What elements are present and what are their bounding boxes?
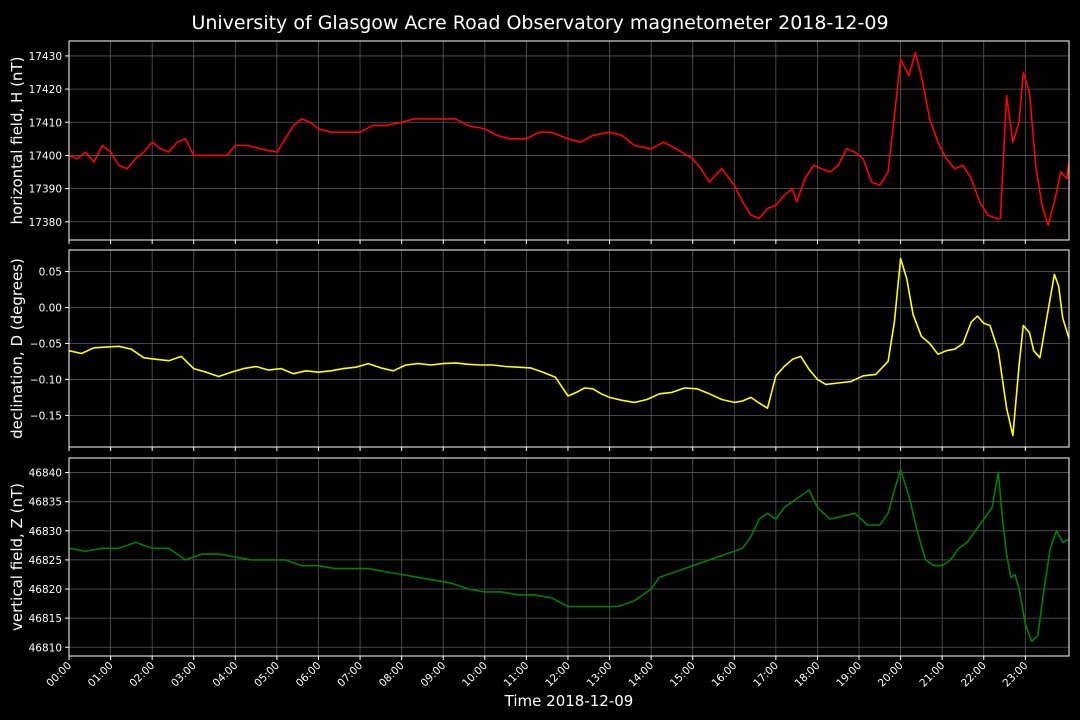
- y-tick-label: 17410: [29, 117, 62, 129]
- x-tick-label: 15:00: [668, 660, 698, 690]
- x-tick-label: 22:00: [959, 660, 989, 690]
- x-tick-label: 12:00: [543, 660, 573, 690]
- x-tick-label: 13:00: [585, 660, 615, 690]
- x-tick-label: 05:00: [252, 660, 282, 690]
- x-tick-label: 11:00: [502, 660, 532, 690]
- plot-area: [69, 41, 1069, 240]
- y-tick-label: 17400: [29, 150, 62, 162]
- x-tick-label: 17:00: [751, 660, 781, 690]
- y-tick-label: 46825: [29, 555, 62, 567]
- x-tick-label: 04:00: [211, 660, 241, 690]
- x-tick-label: 23:00: [1001, 660, 1031, 690]
- chart-title: University of Glasgow Acre Road Observat…: [191, 12, 888, 34]
- y-axis-label: vertical field, Z (nT): [8, 483, 26, 631]
- y-tick-label: 46820: [29, 584, 62, 596]
- plot-frame: [68, 249, 1070, 448]
- x-tick-label: 21:00: [917, 660, 947, 690]
- panel-vertical: 46810 46815 46820 46825 46830 46835 46840verti…: [8, 457, 1070, 660]
- plot-frame: [68, 40, 1070, 241]
- y-tick-label: 0.05: [39, 267, 62, 279]
- y-tick-label: 17380: [29, 217, 62, 229]
- x-tick-label: 10:00: [460, 660, 490, 690]
- x-tick-label: 08:00: [377, 660, 407, 690]
- x-tick-label: 07:00: [335, 660, 365, 690]
- y-tick-label: 17430: [29, 51, 62, 63]
- x-tick-label: 09:00: [418, 660, 448, 690]
- y-axis-label: horizontal field, H (nT): [8, 57, 26, 225]
- x-tick-label: 19:00: [834, 660, 864, 690]
- y-tick-label: 46810: [29, 642, 62, 654]
- y-tick-label: 46835: [29, 497, 62, 509]
- x-tick-label: 06:00: [294, 660, 324, 690]
- x-tick-label: 18:00: [793, 660, 823, 690]
- x-tick-label: 01:00: [86, 660, 116, 690]
- y-tick-label: 46840: [29, 468, 62, 480]
- panels: 17380 17390 17400 17410 17420 17430horizontal…: [8, 40, 1070, 690]
- x-tick-label: 03:00: [169, 660, 199, 690]
- series-line-horizontal: [68, 51, 1070, 226]
- x-tick-label: 20:00: [876, 660, 906, 690]
- y-tick-label: 46830: [29, 526, 62, 538]
- plot-area: [69, 458, 1069, 656]
- y-axis-label: declination, D (degrees): [8, 258, 26, 439]
- series-line-vertical: [68, 468, 1070, 643]
- panel-declination: −0.15 −0.10 −0.05 0.00 0.05 declination, D (d…: [8, 249, 1070, 451]
- y-tick-label: 17420: [29, 84, 62, 96]
- x-tick-label: 00:00: [44, 660, 74, 690]
- y-tick-label: −0.10: [30, 374, 62, 386]
- x-tick-label: 14:00: [626, 660, 656, 690]
- y-tick-label: −0.05: [30, 338, 62, 350]
- x-tick-label: 16:00: [710, 660, 740, 690]
- series-line-declination: [68, 257, 1070, 437]
- x-tick-label: 02:00: [127, 660, 157, 690]
- plot-area: [69, 250, 1069, 447]
- y-tick-label: 46815: [29, 613, 62, 625]
- panel-horizontal: 17380 17390 17400 17410 17420 17430horizontal…: [8, 40, 1070, 244]
- y-tick-label: −0.15: [30, 410, 62, 422]
- plot-frame: [68, 457, 1070, 657]
- y-tick-label: 0.00: [39, 303, 62, 315]
- y-tick-label: 17390: [29, 184, 62, 196]
- x-axis-label: Time 2018-12-09: [504, 692, 634, 710]
